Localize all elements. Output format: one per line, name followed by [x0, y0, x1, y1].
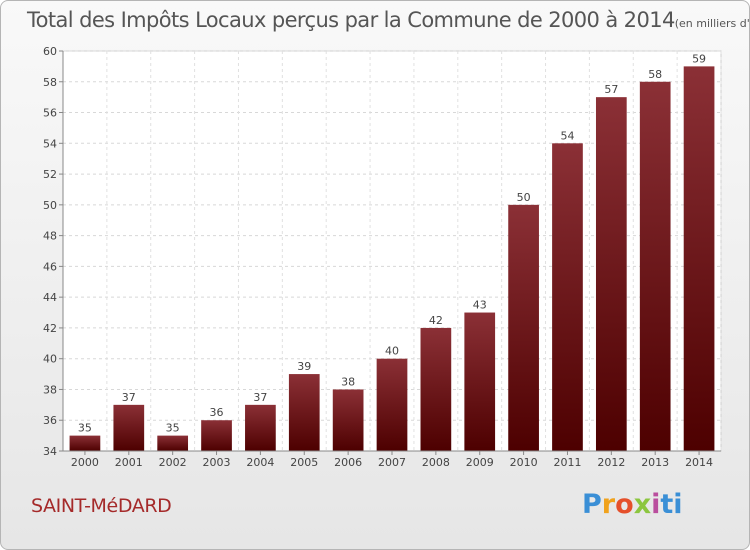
bar	[245, 404, 276, 451]
bar	[639, 81, 671, 452]
bar-value-label: 58	[648, 68, 662, 81]
bar	[508, 204, 539, 451]
logo-letter: P	[582, 489, 602, 520]
logo-letter: t	[660, 489, 674, 520]
y-tick-label: 54	[43, 137, 57, 150]
x-tick-label: 2008	[422, 456, 450, 469]
bar-value-label: 39	[297, 360, 311, 373]
bar	[69, 435, 101, 451]
bar-value-label: 42	[429, 314, 443, 327]
x-tick-label: 2013	[641, 456, 669, 469]
bar-value-label: 35	[78, 422, 92, 435]
y-tick-label: 44	[43, 291, 57, 304]
x-tick-label: 2000	[71, 456, 99, 469]
chart-title-text: Total des Impôts Locaux perçus par la Co…	[27, 8, 675, 32]
bar-value-label: 36	[210, 406, 224, 419]
x-tick-label: 2007	[378, 456, 406, 469]
y-tick-label: 34	[43, 445, 57, 458]
bar-value-label: 59	[692, 52, 706, 65]
y-tick-label: 52	[43, 168, 57, 181]
y-tick-label: 50	[43, 199, 57, 212]
x-tick-label: 2009	[466, 456, 494, 469]
x-tick-label: 2014	[685, 456, 713, 469]
logo-letter: r	[601, 489, 616, 520]
bar	[332, 389, 364, 451]
chart-title: Total des Impôts Locaux perçus par la Co…	[27, 8, 750, 32]
x-tick-label: 2001	[115, 456, 143, 469]
x-tick-label: 2006	[334, 456, 362, 469]
y-tick-label: 48	[43, 230, 57, 243]
y-tick-label: 56	[43, 107, 57, 120]
bar	[420, 327, 452, 451]
x-tick-label: 2003	[203, 456, 231, 469]
bar-value-label: 40	[385, 345, 399, 358]
bar-value-label: 37	[253, 391, 267, 404]
bar-value-label: 57	[604, 83, 618, 96]
x-tick-label: 2004	[246, 456, 274, 469]
bar-value-label: 50	[517, 191, 531, 204]
bar-value-label: 37	[122, 391, 136, 404]
proxiti-logo: Proxiti	[582, 489, 683, 520]
bar	[157, 435, 189, 451]
chart-title-unit: (en milliers d'€)	[674, 17, 750, 30]
bar-value-label: 43	[473, 299, 487, 312]
x-tick-label: 2005	[290, 456, 318, 469]
bar	[552, 143, 583, 452]
logo-letter: i	[673, 489, 683, 520]
bar	[201, 420, 232, 451]
commune-name: SAINT-MéDARD	[31, 495, 172, 517]
logo-letter: i	[651, 489, 661, 520]
y-tick-label: 40	[43, 353, 57, 366]
bar	[464, 312, 496, 451]
bar-value-label: 35	[166, 422, 180, 435]
x-tick-label: 2010	[510, 456, 538, 469]
y-tick-label: 36	[43, 414, 57, 427]
x-tick-label: 2002	[159, 456, 187, 469]
bar	[288, 374, 320, 451]
bar	[595, 97, 627, 452]
bar	[113, 404, 145, 451]
bar-value-label: 38	[341, 375, 355, 388]
logo-letter: x	[633, 489, 652, 520]
logo-letter: o	[615, 489, 634, 520]
y-tick-label: 38	[43, 383, 57, 396]
x-tick-label: 2012	[597, 456, 625, 469]
y-tick-label: 46	[43, 260, 57, 273]
y-tick-label: 42	[43, 322, 57, 335]
bar	[683, 66, 715, 451]
x-tick-label: 2011	[553, 456, 581, 469]
bar-value-label: 54	[560, 129, 574, 142]
y-tick-label: 60	[43, 45, 57, 58]
bar	[376, 358, 408, 451]
y-tick-label: 58	[43, 76, 57, 89]
